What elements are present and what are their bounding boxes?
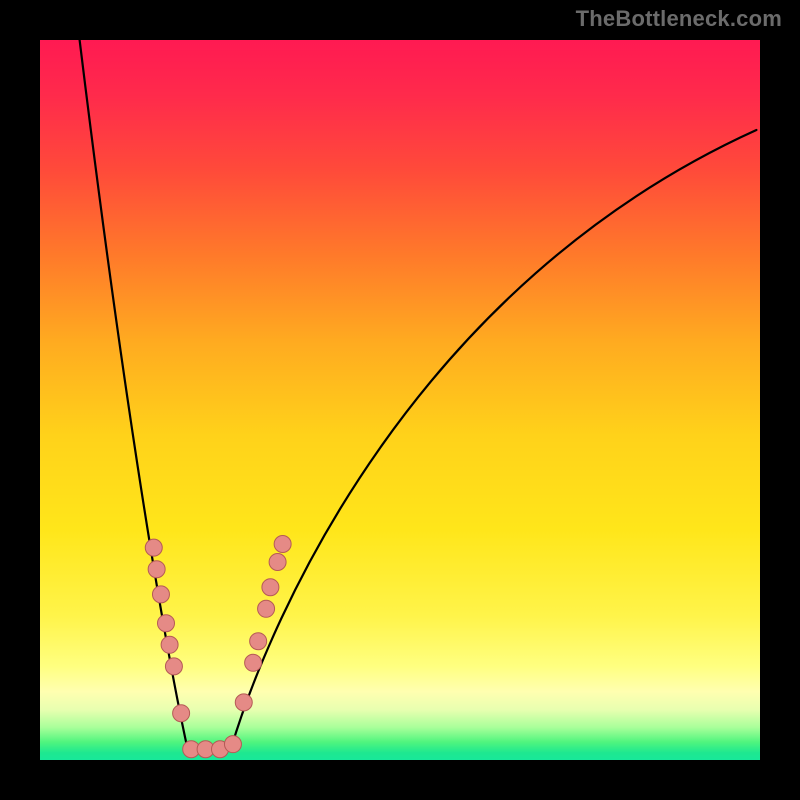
chart-svg [40, 40, 760, 760]
data-marker [173, 705, 190, 722]
watermark-text: TheBottleneck.com [576, 6, 782, 32]
data-marker [250, 633, 267, 650]
data-marker [258, 600, 275, 617]
data-marker [274, 536, 291, 553]
outer-frame: TheBottleneck.com [0, 0, 800, 800]
data-marker [269, 554, 286, 571]
data-marker [262, 579, 279, 596]
data-marker [158, 615, 175, 632]
data-marker [152, 586, 169, 603]
gradient-background [40, 40, 760, 760]
data-marker [161, 636, 178, 653]
data-marker [145, 539, 162, 556]
data-marker [165, 658, 182, 675]
data-marker [245, 654, 262, 671]
data-marker [148, 561, 165, 578]
data-marker [235, 694, 252, 711]
data-marker [224, 736, 241, 753]
plot-area [40, 40, 760, 760]
